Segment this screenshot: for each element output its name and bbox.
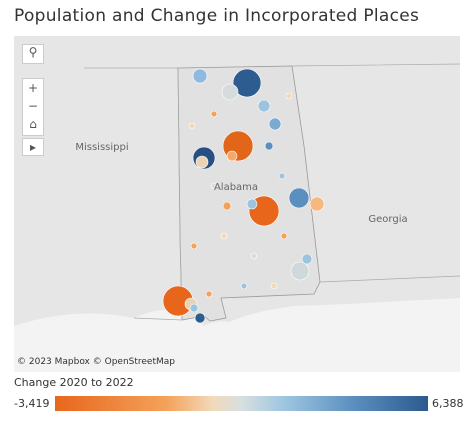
map-label: Mississippi xyxy=(75,142,128,153)
georgia-border xyxy=(291,63,460,283)
map: Mississippi Alabama Georgia xyxy=(14,36,460,372)
bubbles xyxy=(162,68,325,324)
gulf xyxy=(14,298,460,372)
legend-min-label: -3,419 xyxy=(14,397,50,410)
map-label: Alabama xyxy=(214,182,258,193)
legend-gradient xyxy=(55,396,428,411)
map-label: Georgia xyxy=(368,214,407,225)
title: Population and Change in Incorporated Pl… xyxy=(14,6,420,26)
legend-title: Change 2020 to 2022 xyxy=(14,376,134,389)
attribution: © 2023 Mapbox © OpenStreetMap xyxy=(17,357,175,367)
legend-max-label: 6,388 xyxy=(432,397,464,410)
zoom-controls[interactable]: + − ⌂ xyxy=(22,78,44,136)
search-button[interactable]: ⚲ xyxy=(22,44,44,64)
pan-button[interactable]: ▸ xyxy=(22,138,44,156)
mississippi-border xyxy=(84,67,183,321)
